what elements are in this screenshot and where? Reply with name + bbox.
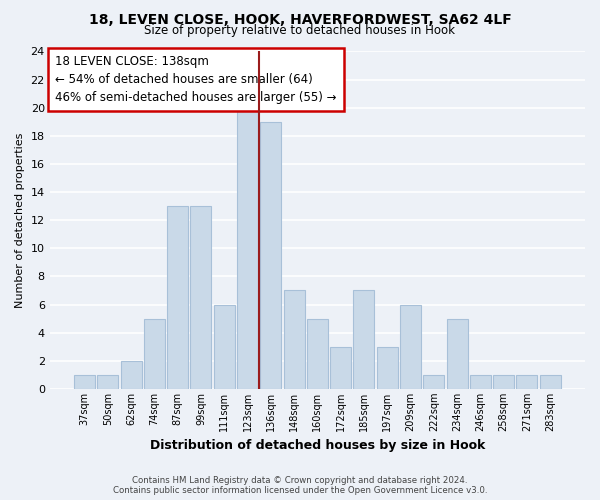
Y-axis label: Number of detached properties: Number of detached properties <box>15 132 25 308</box>
Bar <box>446 318 467 389</box>
Bar <box>237 108 258 389</box>
Text: 18, LEVEN CLOSE, HOOK, HAVERFORDWEST, SA62 4LF: 18, LEVEN CLOSE, HOOK, HAVERFORDWEST, SA… <box>89 12 511 26</box>
Bar <box>284 290 305 389</box>
Bar <box>97 375 118 389</box>
Bar <box>540 375 560 389</box>
Bar <box>493 375 514 389</box>
Text: Contains HM Land Registry data © Crown copyright and database right 2024.
Contai: Contains HM Land Registry data © Crown c… <box>113 476 487 495</box>
Bar <box>214 304 235 389</box>
Bar <box>423 375 444 389</box>
Text: Size of property relative to detached houses in Hook: Size of property relative to detached ho… <box>145 24 455 37</box>
Bar <box>190 206 211 389</box>
Bar <box>353 290 374 389</box>
Bar <box>400 304 421 389</box>
Text: 18 LEVEN CLOSE: 138sqm
← 54% of detached houses are smaller (64)
46% of semi-det: 18 LEVEN CLOSE: 138sqm ← 54% of detached… <box>55 55 337 104</box>
Bar <box>167 206 188 389</box>
Bar <box>144 318 165 389</box>
Bar <box>377 346 398 389</box>
Bar <box>517 375 538 389</box>
Bar <box>260 122 281 389</box>
Bar <box>330 346 351 389</box>
Bar <box>307 318 328 389</box>
Bar <box>121 361 142 389</box>
X-axis label: Distribution of detached houses by size in Hook: Distribution of detached houses by size … <box>149 440 485 452</box>
Bar <box>470 375 491 389</box>
Bar <box>74 375 95 389</box>
